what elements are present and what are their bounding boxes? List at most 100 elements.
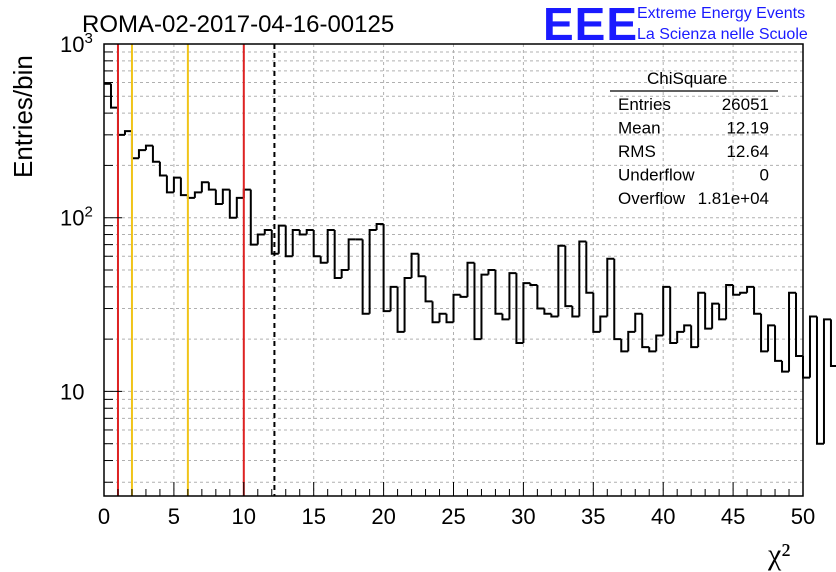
histogram-bin: [760, 313, 769, 353]
histogram-bin: [697, 291, 706, 348]
histogram-bin: [312, 229, 321, 258]
histogram-bin: [557, 244, 566, 317]
histogram-bin: [802, 355, 810, 379]
histogram-bin: [620, 339, 629, 353]
stats-value: 12.64: [726, 142, 769, 161]
histogram-bin: [774, 325, 783, 362]
y-tick-labels: 10 102 103: [60, 30, 93, 404]
histogram-bin: [815, 316, 824, 445]
histogram-bin: [494, 270, 503, 315]
histogram-bin: [291, 228, 300, 257]
histogram-bin: [270, 229, 279, 255]
stats-label: Overflow: [618, 189, 686, 208]
histogram-bars: [104, 82, 836, 445]
histogram-bin: [599, 315, 608, 332]
x-tick-label: 40: [651, 504, 675, 529]
histogram-bin: [522, 282, 531, 343]
histogram-bin: [375, 222, 384, 230]
histogram-bin: [396, 286, 405, 333]
histogram-bin: [116, 107, 125, 136]
histogram-bin: [417, 253, 426, 278]
histogram-bin: [655, 334, 664, 352]
histogram-bin: [333, 229, 342, 279]
histogram-bin: [319, 256, 328, 264]
histogram-bin: [123, 130, 132, 135]
histogram-bin: [263, 228, 272, 235]
histogram-bin: [242, 188, 251, 198]
histogram-bin: [256, 233, 265, 245]
histogram-bin: [578, 240, 587, 317]
logo-line-1: Extreme Energy Events: [637, 5, 805, 22]
histogram-bin: [144, 144, 153, 151]
histogram-bin: [165, 175, 174, 194]
histogram-bin: [683, 324, 692, 332]
histogram-bin: [822, 318, 831, 444]
histogram-bin: [466, 261, 475, 297]
y-tick-label: 102: [60, 204, 93, 231]
histogram-bin: [284, 225, 293, 258]
histogram-bin: [788, 291, 797, 372]
histogram-bin: [781, 360, 790, 373]
stats-label: RMS: [618, 142, 656, 161]
eee-logo: EEE Extreme Energy Events La Scienza nel…: [543, 0, 808, 50]
stats-value: 0: [760, 166, 769, 185]
histogram-bin: [221, 188, 230, 204]
histogram-bin: [746, 285, 755, 293]
histogram-bin: [361, 239, 370, 315]
histogram-bin: [200, 181, 209, 193]
histogram-bin: [340, 269, 349, 278]
logo-line-2: La Scienza nelle Scuole: [637, 26, 808, 43]
histogram-bin: [704, 292, 713, 330]
histogram-bin: [151, 145, 160, 163]
histogram-bin: [389, 285, 398, 312]
histogram-bin: [718, 303, 727, 321]
x-tick-labels: 0 5 10 15 20 25 30 35 40 45 50: [98, 504, 815, 529]
grid-lines: [104, 44, 803, 496]
x-tick-label: 0: [98, 504, 110, 529]
cut-lines: [116, 44, 276, 496]
histogram-bin: [795, 292, 803, 357]
histogram-bin: [445, 313, 454, 324]
histogram-bin: [228, 189, 237, 219]
histogram-bin: [410, 252, 419, 278]
histogram-bin: [109, 83, 118, 109]
x-tick-label: 45: [721, 504, 745, 529]
histogram-bin: [732, 284, 741, 296]
histogram-bin: [613, 258, 622, 341]
histogram-bin: [473, 262, 482, 341]
histogram-bin: [767, 324, 776, 352]
axis-ticks: [103, 43, 804, 496]
histogram-bin: [347, 238, 356, 270]
stats-label: Mean: [618, 119, 661, 138]
stats-label: Entries: [618, 95, 671, 114]
x-tick-label: 25: [441, 504, 465, 529]
histogram-bin: [627, 330, 636, 352]
histogram-bin: [137, 149, 146, 159]
histogram-bin: [368, 228, 377, 314]
eee-logo-text: EEE: [543, 0, 638, 50]
histogram-bin: [459, 294, 468, 298]
histogram-bin: [739, 291, 748, 295]
histogram-bin: [808, 315, 817, 378]
histogram-bin: [662, 285, 671, 336]
chart-title: ROMA-02-2017-04-16-00125: [82, 11, 394, 38]
histogram-bin: [606, 257, 615, 317]
histogram-bin: [235, 196, 244, 218]
y-axis-label: Entries/bin: [8, 55, 38, 178]
histogram-bin: [585, 241, 594, 294]
histogram-bin: [431, 301, 440, 324]
histogram-bin: [515, 273, 524, 344]
x-tick-label: 50: [791, 504, 815, 529]
y-tick-label: 103: [60, 30, 93, 57]
stats-value: 26051: [722, 95, 769, 114]
stats-label: Underflow: [618, 166, 695, 185]
histogram-bin: [326, 228, 335, 263]
x-tick-label: 30: [511, 504, 535, 529]
x-tick-label: 35: [581, 504, 605, 529]
x-tick-label: 5: [168, 504, 180, 529]
histogram-bin: [753, 286, 762, 315]
histogram-bin: [186, 195, 195, 199]
histogram-bin: [452, 293, 461, 323]
histogram-bin: [403, 276, 412, 332]
